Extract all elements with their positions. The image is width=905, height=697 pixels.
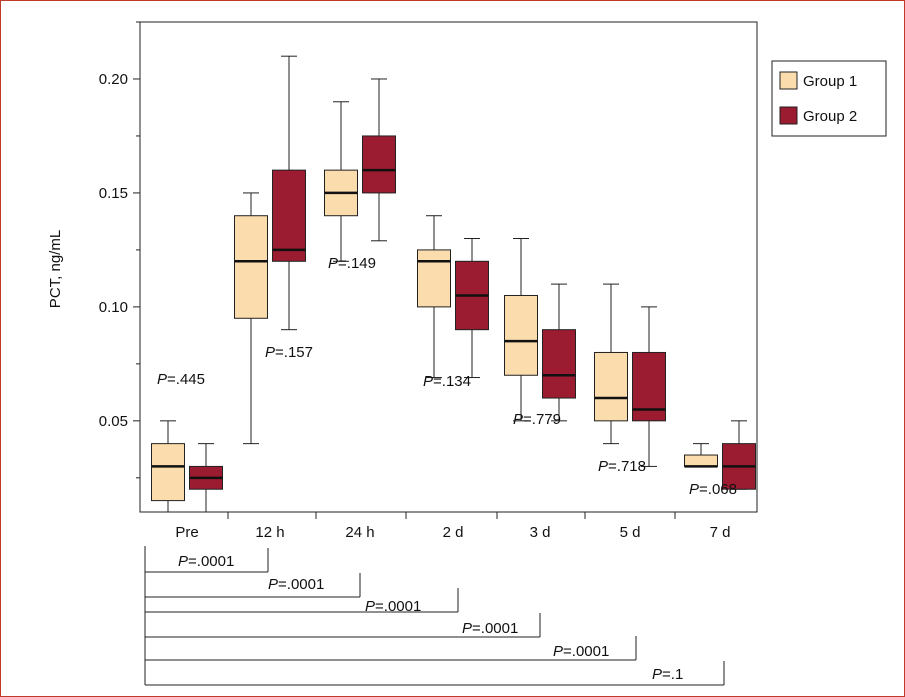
iqr-box [417,249,451,308]
p-value-annotations: P=.445 P=.157 P=.149 P=.134 P=.779 P=.718 P=.0… [157,255,737,498]
bracket-5: P=.1 [145,661,725,686]
bracket-p-label: P=.0001 [553,643,609,660]
legend: Group 1 Group 2 [771,60,887,137]
bracket-p-label: P=.0001 [268,576,324,593]
box-2-6 [722,420,756,490]
bracket-p-label: P=.0001 [462,620,518,637]
x-axis: Pre 12 h 24 h 2 d 3 d 5 d 7 d [175,512,730,541]
y-tick-label: 0.10 [99,299,128,316]
x-tick-label: 2 d [443,524,464,541]
bracket-3: P=.0001 [145,613,541,638]
iqr-box [272,169,306,262]
box-2-5 [632,306,666,467]
y-tick-label: 0.20 [99,71,128,88]
x-tick-label: 24 h [345,524,374,541]
legend-label-group-1: Group 1 [803,73,857,90]
box-2-2 [362,78,396,242]
box-2-4 [542,283,576,422]
box-1-1 [234,192,268,445]
y-axis-label: PCT, ng/mL [47,230,64,308]
p-value-label: P=.068 [689,481,737,498]
y-tick-label: 0.15 [99,185,128,202]
box-1-2 [324,101,358,262]
p-value-label: P=.134 [423,373,471,390]
bracket-p-label: P=.0001 [178,553,234,570]
y-axis: 0.05 0.10 0.15 0.20 [99,21,140,479]
bracket-4: P=.0001 [145,636,637,661]
bracket-1: P=.0001 [145,573,361,598]
box-1-6 [684,443,718,468]
iqr-box [542,329,576,399]
box-1-0 [151,420,185,513]
legend-label-group-2: Group 2 [803,108,857,125]
bracket-p-label: P=.0001 [365,598,421,615]
iqr-box [684,454,718,467]
box-1-5 [594,283,628,445]
x-tick-label: 12 h [255,524,284,541]
box-2-3 [455,238,489,379]
box-1-4 [504,238,538,422]
x-tick-label: 7 d [710,524,731,541]
p-value-label: P=.445 [157,371,205,388]
iqr-box [234,215,268,319]
bracket-2: P=.0001 [145,588,459,615]
box-series [151,55,756,513]
y-tick-label: 0.05 [99,413,128,430]
x-tick-label: 3 d [530,524,551,541]
legend-swatch-group-1 [779,71,798,90]
box-2-1 [272,55,306,331]
box-2-0 [189,443,223,513]
iqr-box [362,135,396,194]
bracket-p-label: P=.1 [652,666,683,683]
p-value-label: P=.149 [328,255,376,272]
x-tick-label: 5 d [620,524,641,541]
x-tick-label: Pre [175,524,198,541]
p-value-label: P=.718 [598,458,646,475]
bracket-0: P=.0001 [145,548,269,573]
p-value-label: P=.157 [265,344,313,361]
box-1-3 [417,215,451,379]
comparison-brackets: P=.0001 P=.0001 P=.0001 P=.0001 P=.0001 P=.1 [144,546,725,686]
p-value-label: P=.779 [513,411,561,428]
iqr-box [504,294,538,376]
iqr-box [594,351,628,422]
iqr-box [151,443,185,502]
legend-swatch-group-2 [779,106,798,125]
